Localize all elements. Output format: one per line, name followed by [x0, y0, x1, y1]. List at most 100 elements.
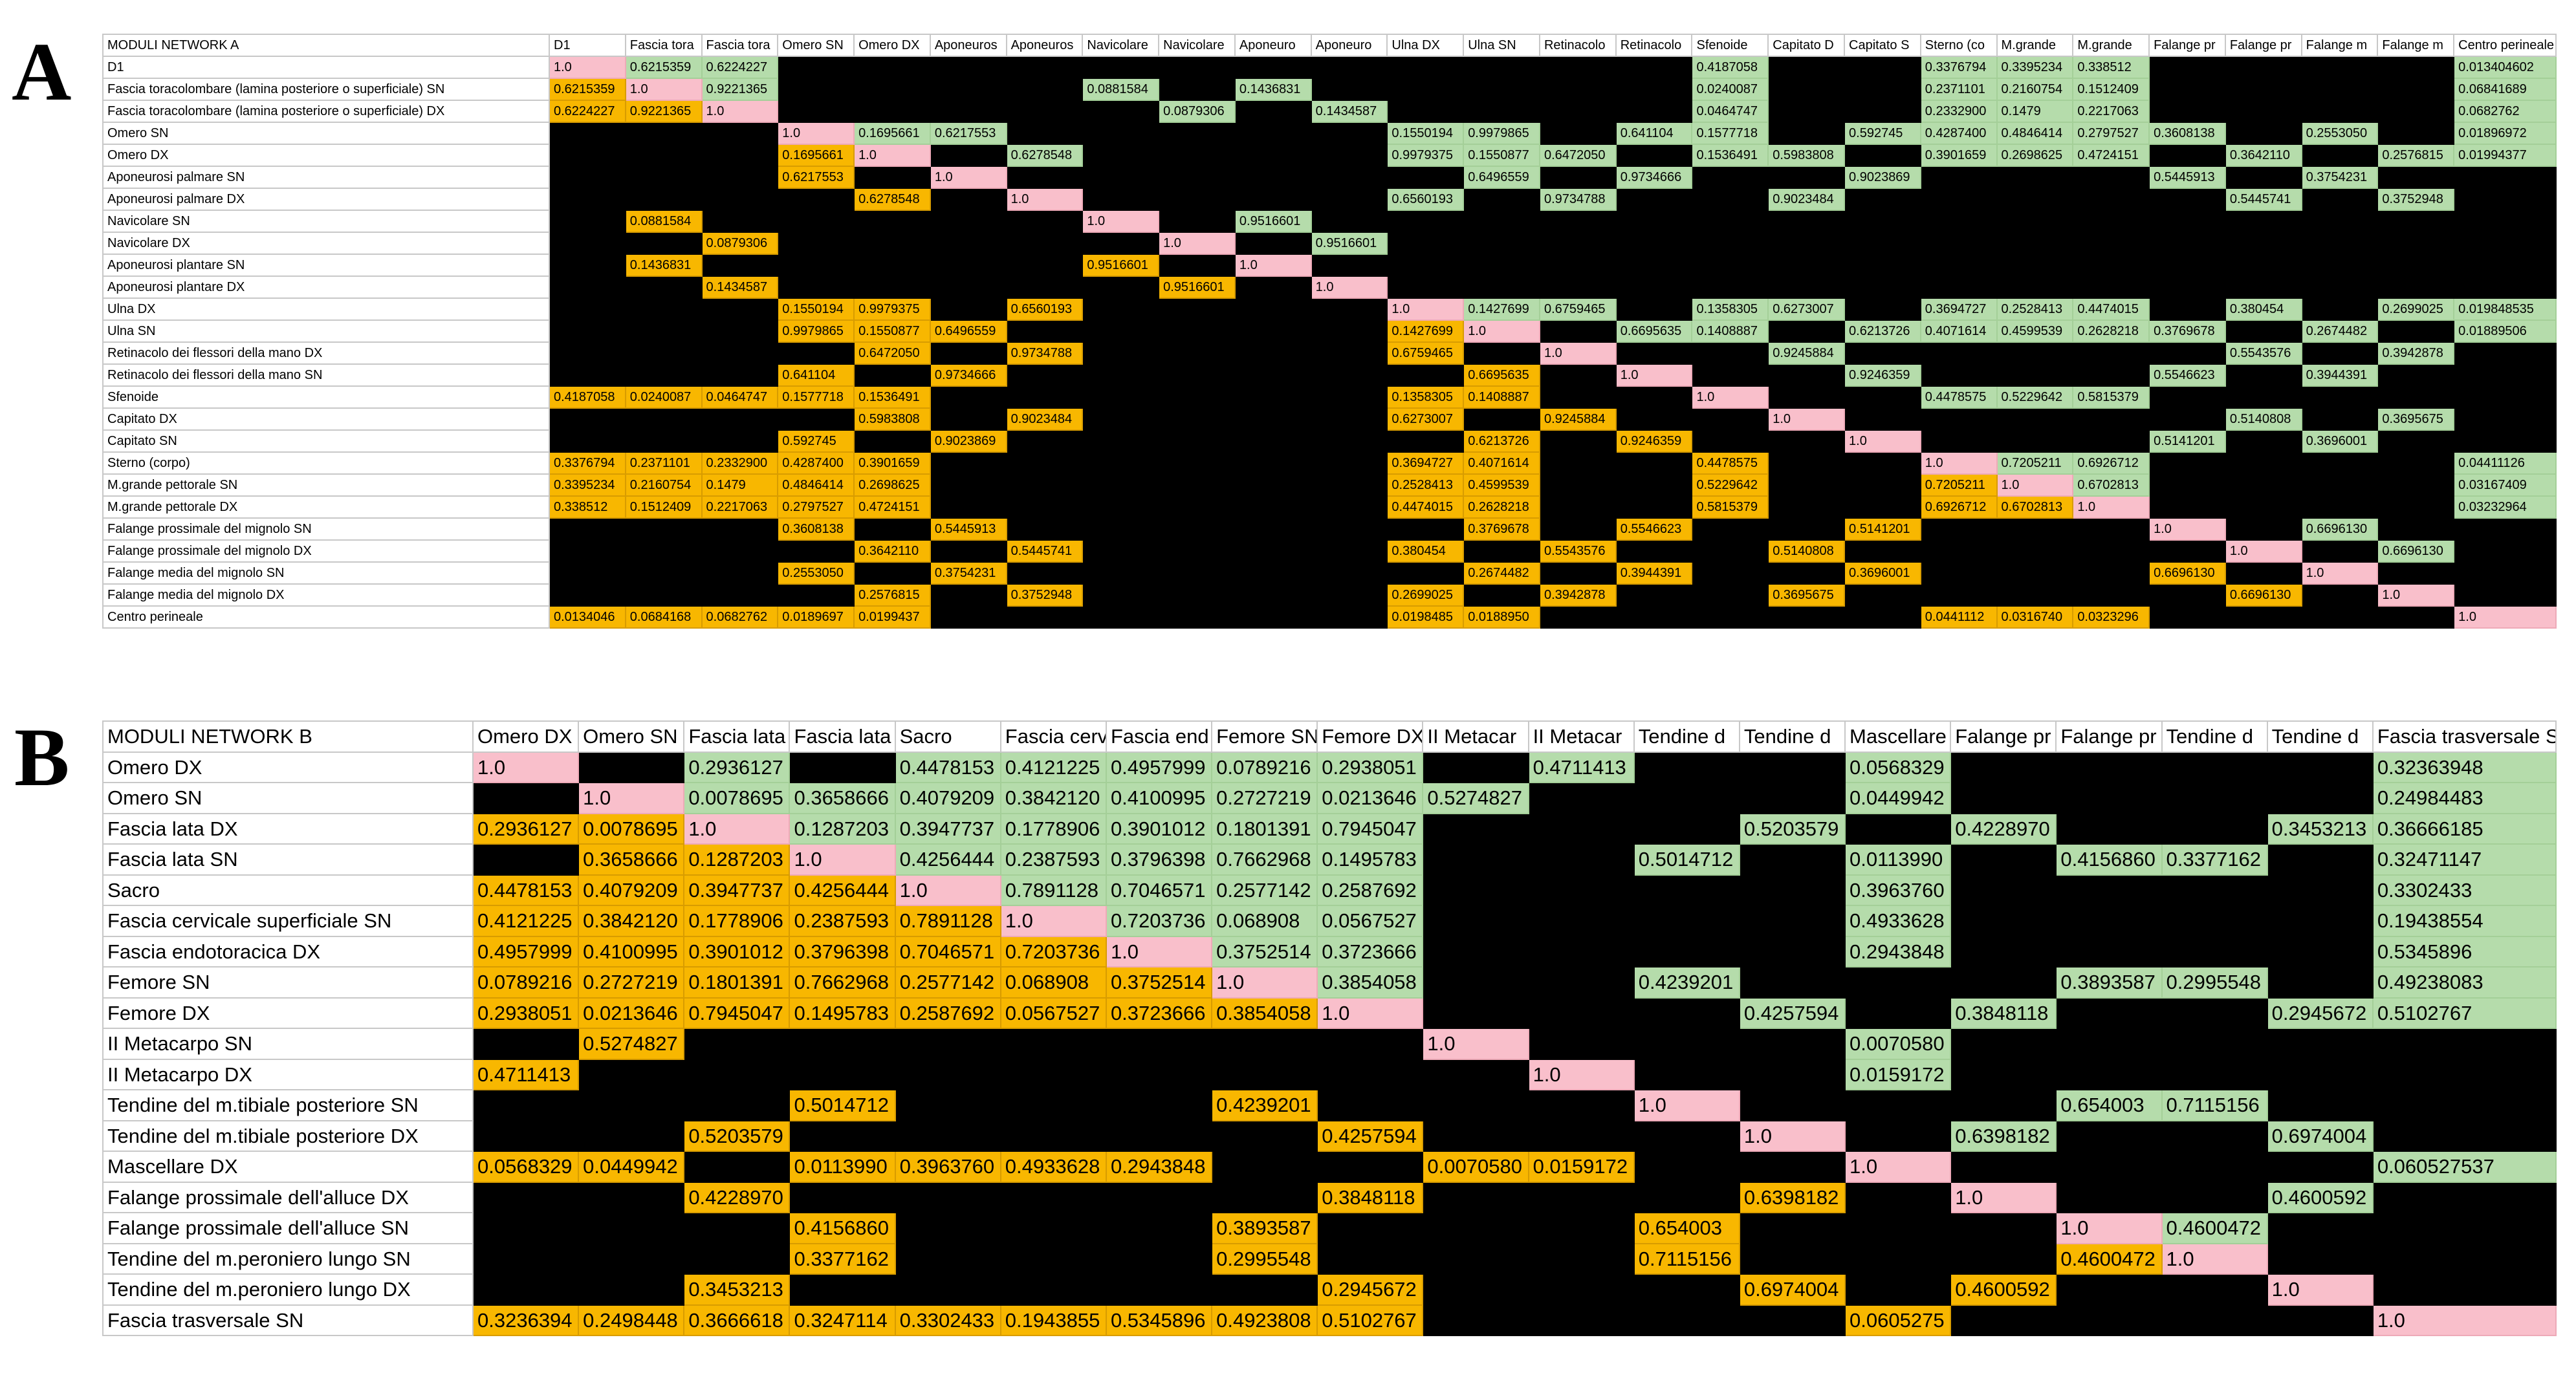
empty-cell [1005, 605, 1084, 629]
empty-cell [2072, 429, 2150, 453]
empty-cell [1158, 583, 1236, 607]
table-row: M.grande pettorale SN 0.3395234 0.2160754 0… [102, 473, 2557, 497]
empty-cell [1950, 1028, 2057, 1060]
empty-cell [1996, 188, 2074, 211]
empty-cell [1422, 935, 1529, 968]
correlation-cell: 0.6472050 [1538, 144, 1617, 167]
empty-cell [2300, 385, 2379, 409]
correlation-cell: 0.2698625 [1996, 144, 2074, 167]
empty-cell [701, 210, 779, 233]
empty-cell [2300, 210, 2379, 233]
empty-cell [1082, 539, 1160, 563]
column-header: M.grande [1996, 34, 2074, 57]
empty-cell [894, 1212, 1001, 1244]
empty-cell [2453, 429, 2557, 453]
empty-cell [1615, 56, 1693, 79]
row-label: Fascia toracolombare (lamina posteriore … [102, 78, 550, 101]
empty-cell [777, 539, 855, 563]
empty-cell [1005, 473, 1084, 497]
column-header: Retinacolo [1538, 34, 1617, 57]
correlation-cell: 0.4478575 [1919, 385, 1998, 409]
table-row: Falange prossimale dell'alluce DX 0.42289… [102, 1181, 2557, 1213]
empty-cell [1310, 429, 1388, 453]
empty-cell [2161, 905, 2268, 937]
empty-cell [2224, 561, 2302, 585]
correlation-cell: 0.3377162 [789, 1242, 896, 1275]
diagonal-cell: 1.0 [1527, 1058, 1635, 1090]
correlation-cell: 0.068908 [1211, 905, 1318, 937]
table-row: Fascia trasversale SN 0.3236394 0.2498448 0… [102, 1304, 2557, 1336]
correlation-cell: 0.4846414 [777, 473, 855, 497]
empty-cell [2148, 100, 2226, 123]
empty-cell [1844, 473, 1921, 497]
empty-cell [1234, 385, 1312, 409]
correlation-cell: 0.06841689 [2453, 78, 2557, 101]
table-row: Femore SN 0.0789216 0.2727219 0.1801391 0.76… [102, 966, 2557, 999]
row-label: Tendine del m.tibiale posteriore SN [102, 1089, 474, 1121]
table-row: Omero DX 1.0 0.2936127 0.4478153 0.4121225 0.… [102, 751, 2557, 783]
diagonal-cell: 1.0 [578, 782, 685, 814]
table-row: Fascia endotoracica DX 0.4957999 0.4100995… [102, 935, 2557, 968]
empty-cell [2300, 495, 2379, 519]
diagonal-cell: 1.0 [929, 166, 1007, 189]
table-row: Ulna DX 0.1550194 0.9979375 0.6560193 1.0 0.1… [102, 297, 2557, 321]
empty-cell [1422, 1058, 1529, 1090]
correlation-cell: 0.1778906 [683, 905, 791, 937]
diagonal-cell: 1.0 [2148, 517, 2226, 541]
empty-cell [2055, 1119, 2163, 1152]
table-row: Sacro 0.4478153 0.4079209 0.3947737 0.425644… [102, 874, 2557, 906]
correlation-cell: 0.6273007 [1767, 297, 1846, 321]
empty-cell [1310, 210, 1388, 233]
correlation-cell: 0.3854058 [1211, 997, 1318, 1029]
correlation-cell: 0.3796398 [789, 935, 896, 968]
empty-cell [2224, 276, 2302, 299]
empty-cell [1158, 451, 1236, 475]
correlation-cell: 0.6974004 [1738, 1273, 1846, 1306]
empty-cell [1005, 517, 1084, 541]
empty-cell [1615, 495, 1693, 519]
correlation-cell: 0.49238083 [2372, 966, 2557, 999]
empty-cell [701, 166, 779, 189]
correlation-cell: 0.641104 [777, 363, 855, 387]
correlation-cell: 0.7115156 [2161, 1089, 2268, 1121]
empty-cell [1919, 232, 1998, 255]
column-header: Tendine d [2266, 720, 2374, 753]
empty-cell [549, 429, 626, 453]
empty-cell [1844, 1242, 1952, 1275]
empty-cell [853, 210, 931, 233]
correlation-cell: 0.2217063 [701, 495, 779, 519]
correlation-cell: 0.5014712 [789, 1089, 896, 1121]
row-label: Fascia cervicale superficiale SN [102, 905, 474, 937]
empty-cell [578, 1181, 685, 1213]
correlation-cell: 0.5274827 [578, 1028, 685, 1060]
empty-cell [2453, 188, 2557, 211]
empty-cell [1767, 78, 1846, 101]
empty-cell [701, 341, 779, 365]
empty-cell [2055, 1181, 2163, 1213]
empty-cell [472, 1273, 580, 1306]
empty-cell [1615, 539, 1693, 563]
empty-cell [1158, 429, 1236, 453]
empty-cell [2266, 1028, 2374, 1060]
empty-cell [929, 407, 1007, 431]
correlation-cell: 0.1695661 [853, 122, 931, 145]
empty-cell [2161, 935, 2268, 968]
empty-cell [1386, 100, 1465, 123]
empty-cell [1422, 997, 1529, 1029]
empty-cell [2072, 583, 2150, 607]
diagonal-cell: 1.0 [2224, 539, 2302, 563]
empty-cell [1082, 122, 1160, 145]
correlation-cell: 0.4724151 [853, 495, 931, 519]
column-header: M.grande [2072, 34, 2150, 57]
empty-cell [1386, 363, 1465, 387]
empty-cell [1767, 254, 1846, 277]
empty-cell [1527, 966, 1635, 999]
empty-cell [2161, 1119, 2268, 1152]
empty-cell [1005, 78, 1084, 101]
table-row: Capitato SN 0.592745 0.9023869 0.6213726 0.9… [102, 429, 2557, 453]
correlation-cell: 0.3608138 [777, 517, 855, 541]
empty-cell [1158, 210, 1236, 233]
empty-cell [1844, 144, 1921, 167]
empty-cell [1738, 1089, 1846, 1121]
column-header: Navicolare [1082, 34, 1160, 57]
